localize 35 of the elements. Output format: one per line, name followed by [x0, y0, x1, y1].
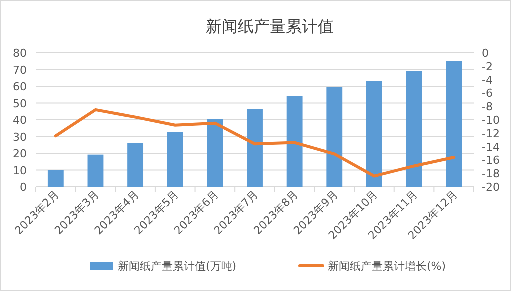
bar — [48, 170, 64, 187]
y-tick-label: 80 — [13, 47, 27, 60]
y2-tick-label: -2 — [482, 60, 493, 74]
bar — [406, 71, 422, 187]
bar — [128, 143, 144, 187]
y2-tick-label: -10 — [482, 114, 500, 127]
bar — [167, 132, 184, 187]
bar — [88, 154, 104, 187]
y2-tick-label: 0 — [482, 47, 489, 60]
y-tick-label: 30 — [13, 130, 27, 144]
legend-label: 新闻纸产量累计值(万吨) — [118, 260, 237, 273]
y-tick-label: 50 — [13, 97, 27, 110]
y-tick-label: 60 — [13, 80, 27, 94]
y2-tick-label: -4 — [482, 74, 493, 87]
bar — [446, 61, 462, 187]
y-tick-label: 40 — [13, 114, 27, 127]
y-tick-label: 10 — [13, 164, 27, 178]
chart-title: 新闻纸产量累计值 — [206, 17, 334, 36]
y2-tick-label: -12 — [482, 127, 500, 140]
y-tick-label: 20 — [13, 148, 27, 160]
bar — [326, 87, 343, 187]
bar — [366, 81, 382, 187]
y2-tick-label: -20 — [482, 181, 500, 194]
bar — [247, 109, 263, 187]
y2-tick-label: -18 — [482, 168, 500, 181]
y-tick-label: 0 — [20, 181, 27, 194]
y2-tick-label: -8 — [482, 100, 493, 114]
y2-tick-label: -16 — [482, 154, 500, 168]
bar — [286, 96, 303, 187]
y-tick-label: 70 — [13, 64, 27, 77]
y2-tick-label: -6 — [482, 87, 493, 100]
line-series — [54, 108, 456, 178]
legend-label: 新闻纸产量累计增长(%) — [328, 260, 446, 273]
bar — [207, 119, 224, 187]
y2-tick-label: -14 — [482, 140, 500, 154]
